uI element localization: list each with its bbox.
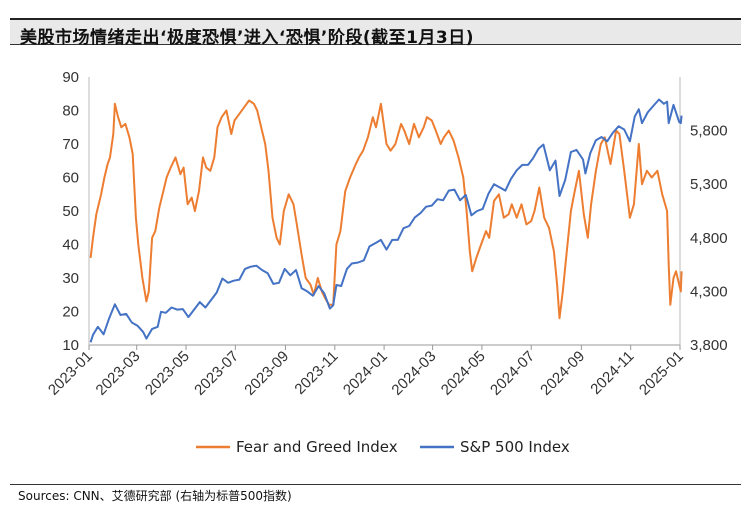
fear-greed-vs-sp500-chart: 10 20 30 40 50 60 70 80 90 3,800 4,300 4,800 5,300 5,… bbox=[45, 69, 728, 456]
left-axis-tick-label: 80 bbox=[62, 103, 79, 120]
x-axis-tick-label: 2024-01 bbox=[340, 348, 391, 399]
left-axis-tick-label: 60 bbox=[62, 170, 79, 187]
right-axis-tick-label: 5,800 bbox=[690, 123, 728, 140]
x-axis-tick-label: 2024-09 bbox=[537, 348, 588, 399]
x-axis-tick-label: 2023-03 bbox=[93, 348, 144, 399]
x-axis-tick-label: 2023-07 bbox=[191, 348, 242, 399]
right-axis-tick-label: 3,800 bbox=[690, 337, 728, 354]
x-axis-tick-label: 2025-01 bbox=[636, 348, 687, 399]
left-axis-tick-label: 70 bbox=[62, 136, 79, 153]
footer-divider bbox=[10, 484, 741, 485]
x-axis-tick-label: 2024-03 bbox=[388, 348, 439, 399]
left-axis-tick-label: 40 bbox=[62, 237, 79, 254]
left-axis-tick-label: 90 bbox=[62, 69, 79, 86]
sp500-series-line bbox=[89, 98, 683, 343]
right-axis-tick-label: 4,800 bbox=[690, 230, 728, 247]
left-axis-tick-label: 20 bbox=[62, 304, 79, 321]
chart-container: 10 20 30 40 50 60 70 80 90 3,800 4,300 4,800 5,300 5,… bbox=[0, 55, 751, 475]
x-axis-tick-label: 2023-09 bbox=[241, 348, 292, 399]
legend-item-sp500-label: S&P 500 Index bbox=[460, 438, 570, 456]
source-note: Sources: CNN、艾德研究部 (右轴为标普500指数) bbox=[18, 489, 292, 503]
x-axis-tick-label: 2023-11 bbox=[291, 348, 341, 398]
title-bar: 美股市场情绪走出‘极度恐惧’进入‘恐惧’阶段(截至1月3日) bbox=[10, 18, 741, 48]
right-axis-tick-label: 4,300 bbox=[690, 283, 728, 300]
x-axis-tick-label: 2024-05 bbox=[438, 348, 489, 399]
legend-item-fear-greed-label: Fear and Greed Index bbox=[236, 438, 398, 456]
left-axis-tick-label: 10 bbox=[62, 337, 79, 354]
x-axis-tick-label: 2024-11 bbox=[587, 348, 637, 398]
x-axis-tick-label: 2023-01 bbox=[45, 348, 96, 399]
fear-greed-series-line bbox=[89, 99, 683, 320]
left-axis-tick-label: 30 bbox=[62, 270, 79, 287]
x-axis-tick-label: 2024-07 bbox=[487, 348, 538, 399]
right-axis-tick-label: 5,300 bbox=[690, 176, 728, 193]
x-axis-tick-label: 2023-05 bbox=[142, 348, 193, 399]
page-title: 美股市场情绪走出‘极度恐惧’进入‘恐惧’阶段(截至1月3日) bbox=[20, 28, 475, 48]
left-axis-tick-label: 50 bbox=[62, 203, 79, 220]
